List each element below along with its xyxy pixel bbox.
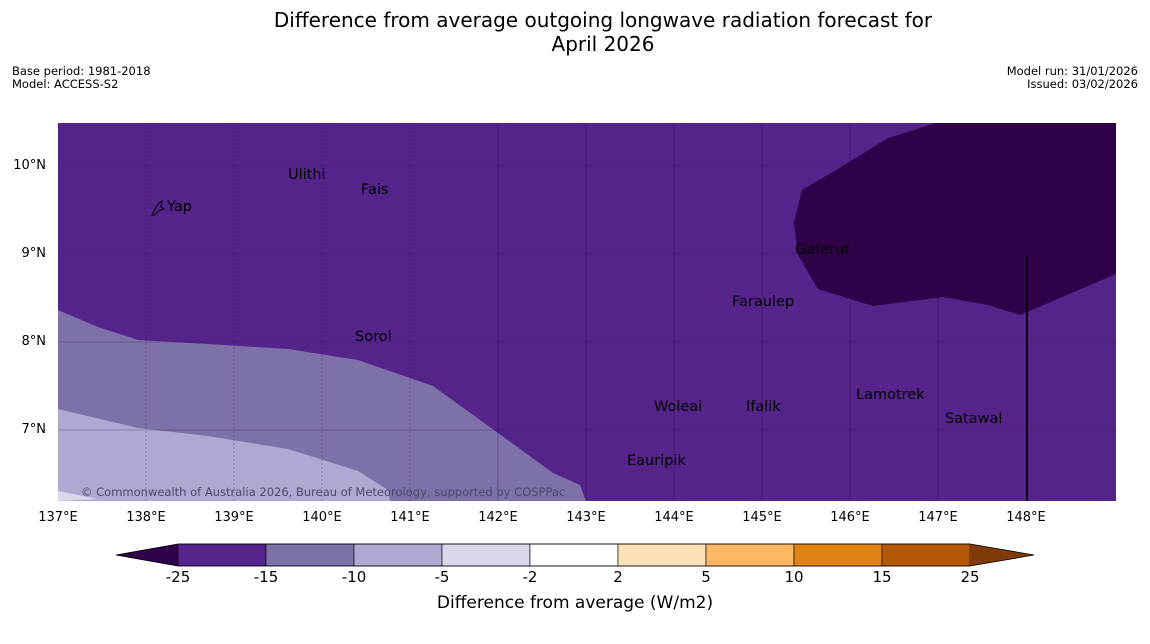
issued-date: Issued: 03/02/2026	[1027, 77, 1138, 91]
colorbar-tick-8: 10	[784, 568, 804, 586]
base-period: Base period: 1981-2018	[12, 64, 151, 78]
model-run: Model run: 31/01/2026	[1006, 64, 1138, 78]
lon-label-145e: 145°E	[742, 510, 782, 525]
colorbar-min-extension	[116, 544, 178, 566]
lon-label-138e: 138°E	[126, 510, 166, 525]
colorbar-tick-3: -10	[341, 568, 367, 586]
graticule	[58, 123, 1116, 501]
place-fais: Fais	[361, 182, 389, 198]
colorbar-label: Difference from average (W/m2)	[436, 593, 714, 613]
colorbar-tick-9: 15	[872, 568, 892, 586]
place-yap: Yap	[167, 199, 192, 215]
colorbar-tick-5: -2	[522, 568, 538, 586]
colorbar-tick-1: -25	[165, 568, 191, 586]
colorbar	[115, 543, 1035, 567]
region-below-minus25	[794, 123, 1116, 315]
place-lamotrek: Lamotrek	[856, 387, 925, 403]
map-canvas	[58, 123, 1116, 501]
colorbar-tick-6: 2	[613, 568, 623, 586]
colorbar-bin-4	[441, 543, 531, 567]
colorbar-bin-7	[705, 543, 795, 567]
lon-label-144e: 144°E	[654, 510, 694, 525]
colorbar-bin-5	[529, 543, 619, 567]
lon-label-142e: 142°E	[478, 510, 518, 525]
colorbar-tick-10: 25	[960, 568, 980, 586]
lat-label-7n: 7°N	[21, 422, 47, 437]
colorbar-bin-2	[265, 543, 355, 567]
lat-label-10n: 10°N	[13, 158, 46, 173]
colorbar-tick-4: -5	[434, 568, 450, 586]
lon-label-141e: 141°E	[390, 510, 430, 525]
place-woleai: Woleai	[654, 399, 703, 415]
place-eauripik: Eauripik	[627, 453, 686, 469]
left-metadata: Base period: 1981-2018 Model: ACCESS-S2	[12, 65, 151, 91]
lon-label-147e: 147°E	[918, 510, 958, 525]
model-name: Model: ACCESS-S2	[12, 77, 119, 91]
colorbar-bin-8	[793, 543, 883, 567]
place-ulithi: Ulithi	[288, 167, 326, 183]
lon-label-140e: 140°E	[302, 510, 342, 525]
colorbar-tick-7: 5	[701, 568, 711, 586]
colorbar-max-extension	[970, 544, 1034, 566]
lat-label-9n: 9°N	[21, 246, 47, 261]
place-satawal: Satawal	[945, 411, 1003, 427]
map-panel[interactable]: Ulithi Fais Yap Gaferut Faraulep Sorol W…	[58, 123, 1116, 501]
colorbar-bin-3	[353, 543, 443, 567]
region-minus5-to-minus2	[58, 491, 98, 501]
place-ifalik: Ifalik	[746, 399, 781, 415]
copyright-notice: © Commonwealth of Australia 2026, Bureau…	[81, 485, 566, 499]
colorbar-tick-2: -15	[253, 568, 279, 586]
colorbar-bin-9	[881, 543, 971, 567]
region-minus10-to-minus5	[58, 409, 390, 501]
place-faraulep: Faraulep	[732, 294, 795, 310]
colorbar-bin-6	[617, 543, 707, 567]
place-gaferut: Gaferut	[795, 242, 850, 258]
right-metadata: Model run: 31/01/2026 Issued: 03/02/2026	[1007, 65, 1138, 91]
lon-label-148e: 148°E	[1006, 510, 1046, 525]
title-line-1: Difference from average outgoing longwav…	[273, 8, 933, 32]
colorbar-bin-1	[177, 543, 267, 567]
yap-island-icon	[151, 199, 166, 216]
place-sorol: Sorol	[355, 329, 392, 345]
lon-label-137e: 137°E	[38, 510, 78, 525]
lon-label-146e: 146°E	[830, 510, 870, 525]
lon-label-143e: 143°E	[566, 510, 606, 525]
lon-label-139e: 139°E	[214, 510, 254, 525]
lat-label-8n: 8°N	[21, 334, 47, 349]
title-line-2: April 2026	[551, 32, 655, 56]
map-title: Difference from average outgoing longwav…	[0, 8, 1150, 56]
